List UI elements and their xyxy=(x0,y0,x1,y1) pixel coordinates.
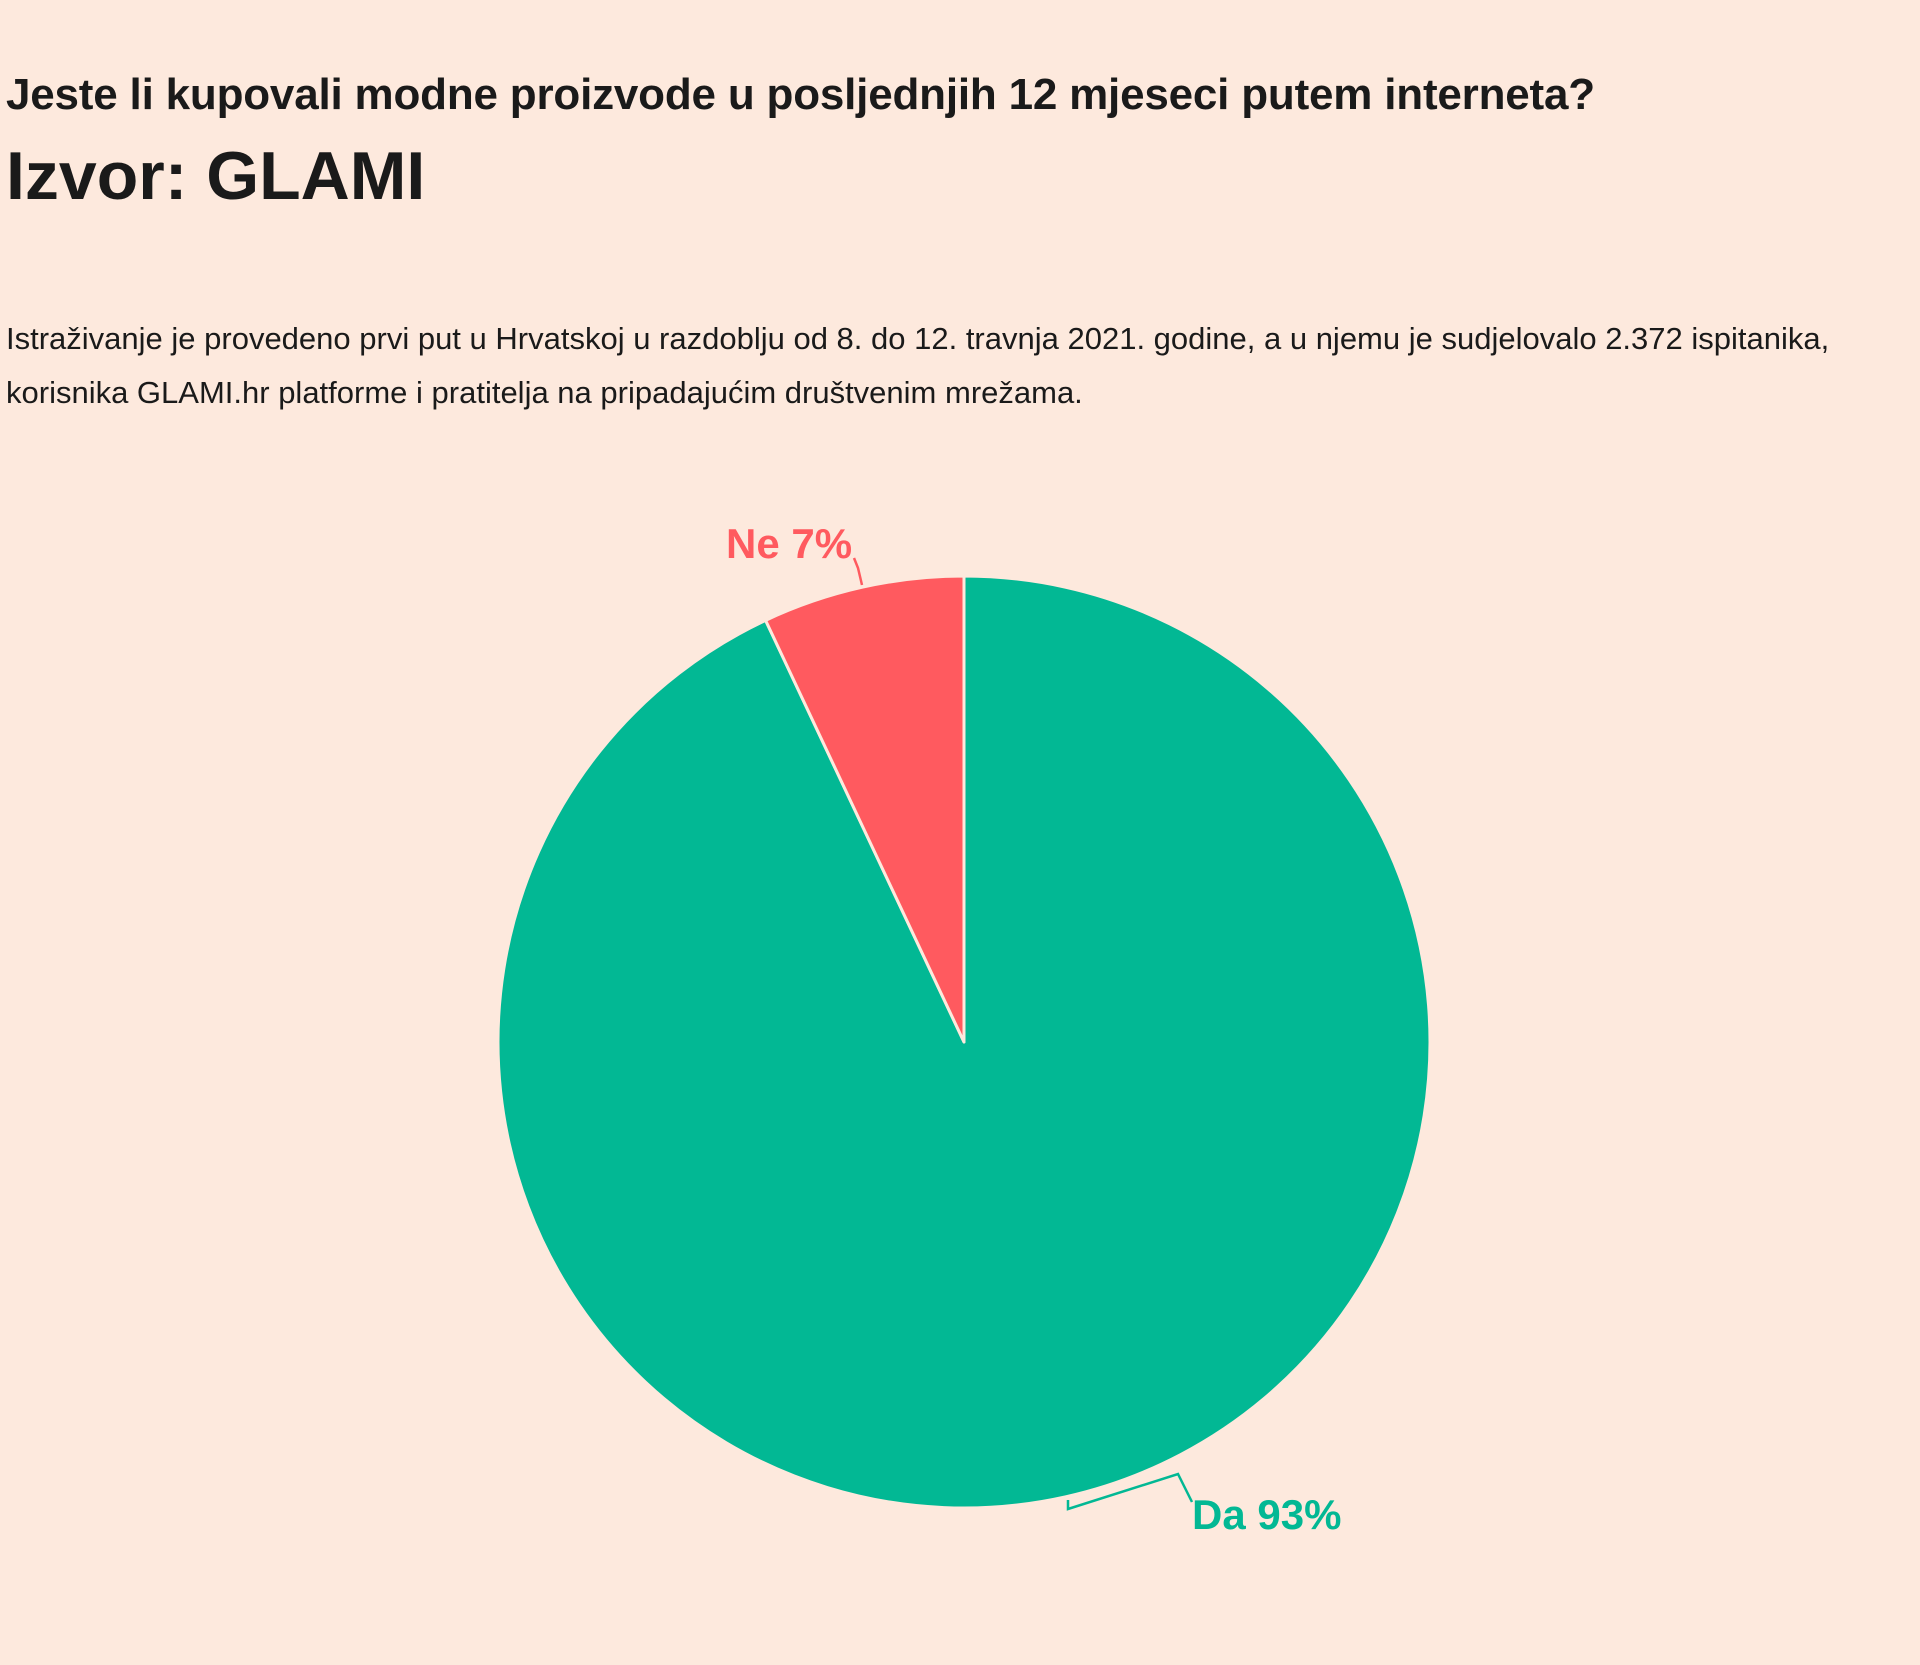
chart-source: Izvor: GLAMI xyxy=(6,138,426,214)
chart-header: Jeste li kupovali modne proizvode u posl… xyxy=(6,66,1906,216)
pie-slices xyxy=(496,574,1432,1510)
slice-label-ne: Ne 7% xyxy=(726,520,852,567)
slice-label-da: Da 93% xyxy=(1192,1491,1341,1538)
survey-description: Istraživanje je provedeno prvi put u Hrv… xyxy=(6,321,1830,410)
chart-question: Jeste li kupovali modne proizvode u posl… xyxy=(6,70,1595,119)
pie-leader-lines xyxy=(852,557,1194,1511)
pie-slice-ne xyxy=(764,574,966,1044)
leader-line-da xyxy=(1066,1472,1194,1511)
pie-labels: Da 93% Ne 7% xyxy=(726,520,1341,1538)
leader-line-ne xyxy=(852,557,864,586)
